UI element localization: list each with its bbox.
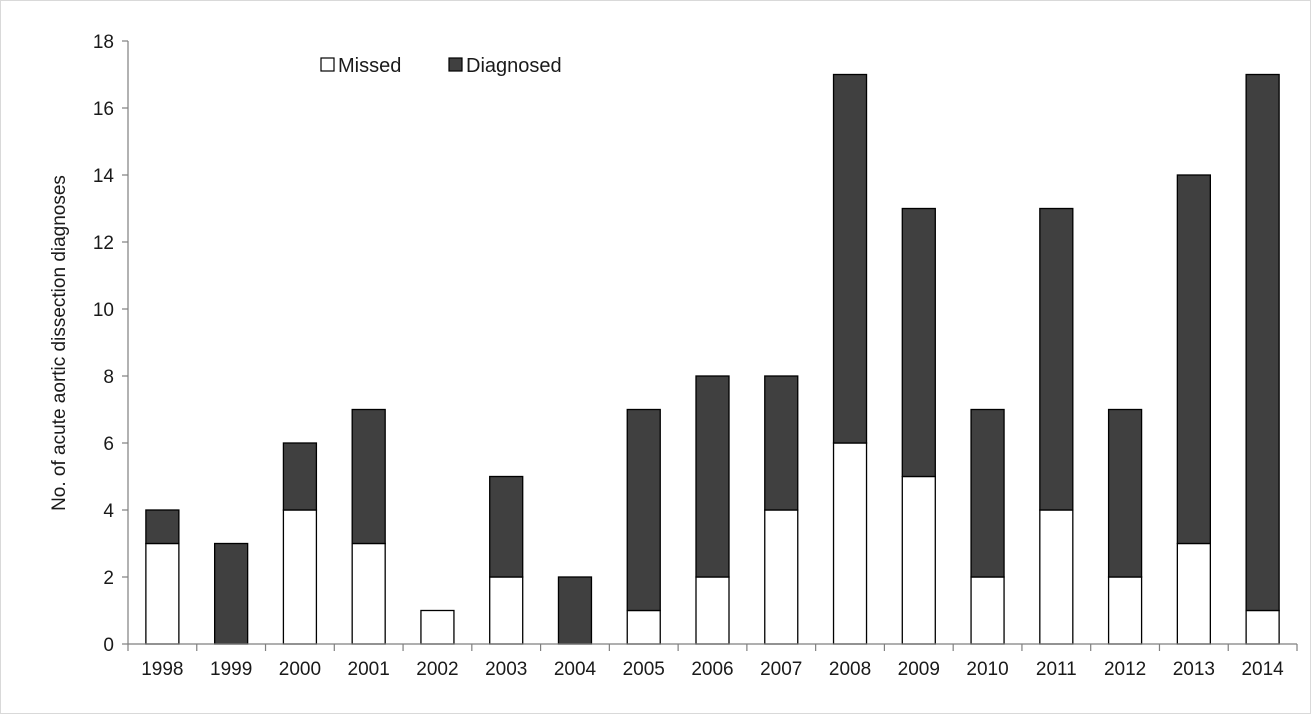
- x-tick-label-2002: 2002: [416, 659, 458, 680]
- bar-missed-2010: [970, 576, 1005, 645]
- bar-missed-2005: [626, 609, 661, 645]
- x-tick-label-2011: 2011: [1036, 659, 1077, 680]
- legend-label-missed: Missed: [338, 55, 401, 77]
- x-tick-label-2003: 2003: [485, 659, 527, 680]
- bar-diagnosed-2000: [282, 442, 318, 511]
- bar-diagnosed-2008: [832, 73, 868, 444]
- legend-swatch-missed: [320, 57, 335, 72]
- bar-diagnosed-2014: [1245, 73, 1280, 612]
- bar-diagnosed-1999: [213, 542, 249, 645]
- axes-group: 0 2 4 6 8 10 12 14 16 18 1998 1999 2000 2001 2002 2003 2…: [93, 32, 1298, 680]
- x-tick-label-2010: 2010: [966, 659, 1008, 680]
- bar-diagnosed-2004: [557, 576, 593, 645]
- bar-diagnosed-2007: [764, 375, 799, 511]
- bar-diagnosed-2005: [626, 408, 661, 612]
- x-tick-label-2004: 2004: [554, 659, 597, 680]
- bar-diagnosed-2003: [489, 475, 524, 578]
- x-tick-label-2009: 2009: [898, 659, 940, 680]
- y-tick-label-16: 16: [93, 99, 114, 120]
- bar-missed-2014: [1245, 609, 1280, 645]
- y-axis-title: No. of acute aortic dissection diagnoses: [49, 175, 70, 511]
- bar-diagnosed-2001: [351, 408, 386, 545]
- y-tick-label-18: 18: [93, 32, 114, 53]
- x-tick-label-2000: 2000: [279, 659, 321, 680]
- y-axis-title-group: No. of acute aortic dissection diagnoses: [49, 175, 70, 511]
- x-tick-label-2007: 2007: [760, 659, 802, 680]
- x-tick-label-2013: 2013: [1173, 659, 1215, 680]
- bar-diagnosed-2006: [695, 375, 730, 578]
- x-tick-label-2001: 2001: [348, 659, 390, 680]
- x-tick-label-2014: 2014: [1241, 659, 1284, 680]
- x-tick-label-1998: 1998: [141, 659, 183, 680]
- bar-missed-2011: [1039, 509, 1074, 645]
- y-tick-label-0: 0: [103, 635, 114, 656]
- bars-group: [145, 73, 1280, 645]
- y-tick-label-2: 2: [103, 568, 114, 589]
- legend-label-diagnosed: Diagnosed: [466, 55, 562, 77]
- x-tick-label-2006: 2006: [691, 659, 733, 680]
- bar-diagnosed-1998: [145, 509, 180, 545]
- x-tick-label-2005: 2005: [623, 659, 665, 680]
- bar-missed-2008: [832, 442, 868, 645]
- legend-swatch-diagnosed: [448, 57, 463, 72]
- y-tick-label-8: 8: [103, 367, 114, 388]
- y-tick-label-12: 12: [93, 233, 114, 254]
- bar-missed-2007: [764, 509, 799, 645]
- bar-missed-1998: [145, 542, 180, 645]
- y-tick-label-10: 10: [93, 300, 114, 321]
- y-tick-label-14: 14: [93, 166, 115, 187]
- x-tick-label-1999: 1999: [210, 659, 252, 680]
- legend: Missed Diagnosed: [320, 55, 562, 77]
- bar-diagnosed-2010: [970, 408, 1005, 578]
- y-tick-label-4: 4: [103, 501, 114, 522]
- x-tick-label-2008: 2008: [829, 659, 871, 680]
- bar-missed-2009: [901, 475, 936, 645]
- bar-missed-2006: [695, 576, 730, 645]
- bar-missed-2002: [420, 609, 455, 645]
- bar-missed-2012: [1107, 576, 1143, 645]
- bar-diagnosed-2012: [1107, 408, 1143, 578]
- bar-missed-2001: [351, 542, 386, 645]
- bar-missed-2013: [1176, 542, 1211, 645]
- bar-diagnosed-2013: [1176, 174, 1211, 545]
- bar-missed-2000: [282, 509, 318, 645]
- bar-missed-2003: [489, 576, 524, 645]
- bar-diagnosed-2009: [901, 207, 936, 478]
- bar-diagnosed-2011: [1039, 207, 1074, 511]
- y-tick-label-6: 6: [103, 434, 114, 455]
- x-tick-label-2012: 2012: [1104, 659, 1146, 680]
